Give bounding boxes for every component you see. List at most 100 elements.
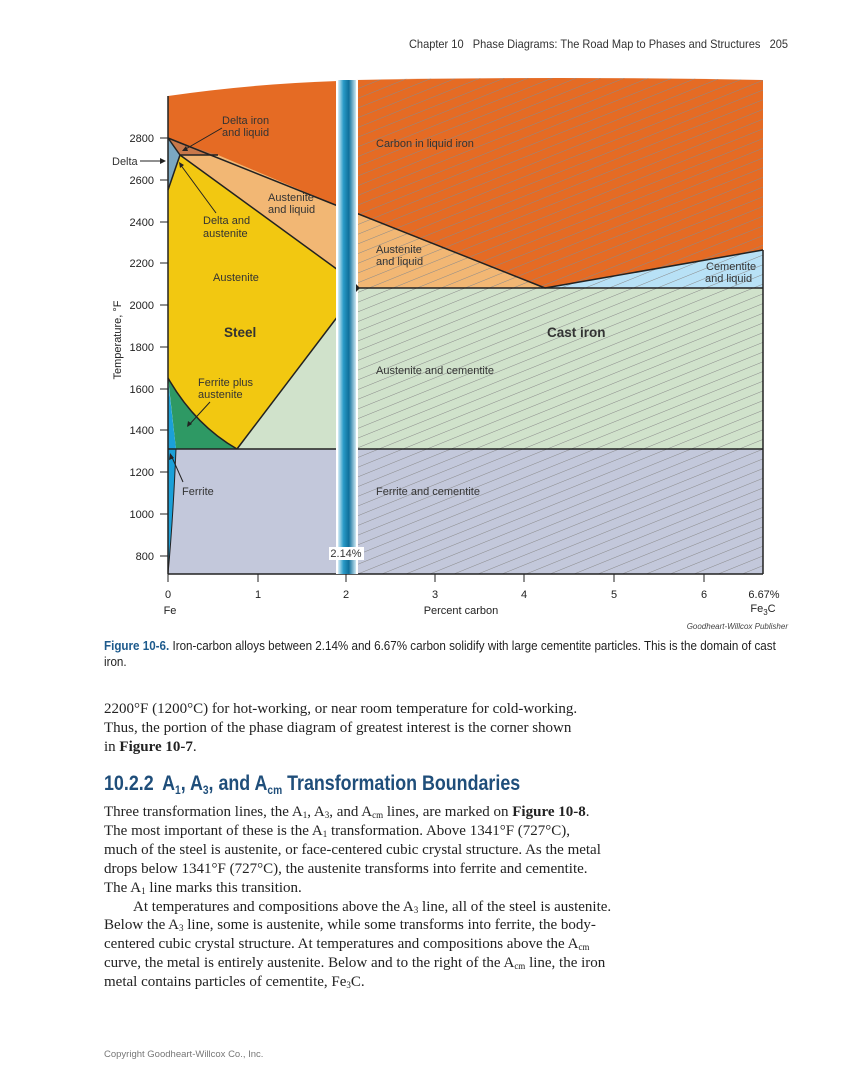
iron-carbon-phase-diagram: 2.14% 2800 2600 2400 2200 2000 1800 1600… <box>112 78 780 617</box>
text-run: , A <box>180 772 203 795</box>
text-run: , A <box>307 804 325 820</box>
text-line: in Figure 10-7. <box>104 738 577 757</box>
phase-boundaries <box>167 96 764 575</box>
body-paragraphs: Three transformation lines, the A1, A3, … <box>104 803 611 992</box>
label-cast-iron: Cast iron <box>547 325 606 340</box>
label-steel: Steel <box>224 325 256 340</box>
label-delta: Delta <box>112 156 139 168</box>
x-right-label: Fe3C <box>750 603 775 617</box>
text-run: transformation. Above 1341°F (727°C), <box>327 822 571 839</box>
figure-reference: Figure 10-7 <box>119 738 193 755</box>
eutectic-marker <box>356 284 360 292</box>
subscript: 1 <box>302 810 308 820</box>
region-ferrite-austenite <box>168 378 237 449</box>
subscript: 3 <box>413 904 419 915</box>
text-run: much of the steel is austenite, or face-… <box>104 841 601 858</box>
text-run: The A <box>104 879 142 896</box>
region-ferrite-cementite-left <box>168 449 338 574</box>
subscript: 1 <box>322 828 328 839</box>
y-tick: 2000 <box>130 300 154 312</box>
text-line: At temperatures and compositions above t… <box>104 898 611 917</box>
label-ferrite: Ferrite <box>182 486 214 498</box>
subscript: cm <box>514 961 526 972</box>
figure-credit: Goodheart-Willcox Publisher <box>686 622 788 631</box>
label-austenite-liquid-right: Austenite <box>376 244 422 256</box>
region-austenite <box>168 155 338 449</box>
label-austenite-liquid-right: and liquid <box>376 256 423 268</box>
text-run: curve, the metal is entirely austenite. … <box>104 955 515 972</box>
column-label: 2.14% <box>330 548 361 560</box>
text-run: lines, are marked on <box>383 804 513 820</box>
text-run: Thus, the portion of the phase diagram o… <box>104 719 572 736</box>
subscript: 3 <box>179 923 184 934</box>
cast-iron-hatching <box>356 78 763 574</box>
figure-reference: Figure 10-8 <box>512 804 586 820</box>
text-run: , and A <box>329 804 373 820</box>
text-line: curve, the metal is entirely austenite. … <box>104 954 611 973</box>
text-run: Three transformation lines, the A <box>104 804 303 820</box>
label-ferrite-austenite: austenite <box>198 389 243 401</box>
section-title: A1, A3, and Acm Transformation Boundarie… <box>162 772 521 797</box>
x-tick: 3 <box>432 589 438 601</box>
y-tick: 1000 <box>130 509 154 521</box>
chapter-title: Phase Diagrams: The Road Map to Phases a… <box>472 37 761 51</box>
label-ferrite-cementite: Ferrite and cementite <box>376 486 480 498</box>
subscript: 1 <box>141 885 146 896</box>
text-run: C. <box>350 974 365 991</box>
figure-caption: Figure 10-6. Iron-carbon alloys between … <box>104 638 792 670</box>
text-line: much of the steel is austenite, or face-… <box>104 841 611 860</box>
label-ferrite-austenite: Ferrite plus <box>198 377 254 389</box>
section-heading: 10.2.2 A1, A3, and Acm Transformation Bou… <box>104 772 520 796</box>
text-line: Below the A3 line, some is austenite, wh… <box>104 916 611 935</box>
subscript: 3 <box>324 810 330 820</box>
y-tick: 1600 <box>130 384 154 396</box>
caption-text: Iron-carbon alloys between 2.14% and 6.6… <box>104 639 776 669</box>
running-header: Chapter 10 Phase Diagrams: The Road Map t… <box>400 37 788 51</box>
text-line: 2200°F (1200°C) for hot-working, or near… <box>104 700 577 719</box>
y-tick: 2400 <box>130 217 154 229</box>
label-austenite-liquid: and liquid <box>268 204 315 216</box>
region-ferrite <box>168 380 176 574</box>
column-gradient <box>338 80 356 574</box>
text-run: Transformation Boundaries <box>282 772 521 795</box>
text-run: . <box>585 804 590 820</box>
text-line: centered cubic crystal structure. At tem… <box>104 935 611 954</box>
subscript: cm <box>372 810 384 820</box>
label-cementite-liquid: Cementite <box>706 261 756 273</box>
y-tick: 2200 <box>130 258 154 270</box>
label-carbon-liquid: Carbon in liquid iron <box>376 138 474 150</box>
label-delta-iron-liquid: Delta iron <box>222 115 269 127</box>
y-tick: 2600 <box>130 175 154 187</box>
text-line: drops below 1341°F (727°C), the austenit… <box>104 860 611 879</box>
text-run: line, the iron <box>525 955 606 972</box>
label-cementite-liquid: and liquid <box>705 273 752 285</box>
text-run: in <box>104 738 120 755</box>
subscript: cm <box>267 783 283 797</box>
text-run: 2200°F (1200°C) for hot-working, or near… <box>104 701 578 717</box>
label-delta-austenite: Delta and <box>203 215 250 227</box>
y-axis-label: Temperature, °F <box>112 300 124 379</box>
x-tick: 5 <box>611 589 617 601</box>
text-run: , and A <box>208 772 268 795</box>
chapter-label: Chapter 10 <box>408 37 464 51</box>
x-tick: 6.67% <box>748 589 779 601</box>
x-tick: 4 <box>521 589 527 601</box>
label-austenite-cementite: Austenite and cementite <box>376 365 494 377</box>
text-line: The A1 line marks this transition. <box>104 879 611 898</box>
text-run: The most important of these is the A <box>104 822 323 839</box>
arrow-heads <box>160 146 192 460</box>
x-left-label: Fe <box>164 605 177 617</box>
y-tick: 1200 <box>130 467 154 479</box>
y-tick: 1800 <box>130 342 154 354</box>
section-number: 10.2.2 <box>104 772 154 795</box>
text-line: Thus, the portion of the phase diagram o… <box>104 719 577 738</box>
intro-paragraph: 2200°F (1200°C) for hot-working, or near… <box>104 700 577 757</box>
label-arrows <box>140 127 223 483</box>
text-run: drops below 1341°F (727°C), the austenit… <box>104 860 588 877</box>
text-line: Three transformation lines, the A1, A3, … <box>104 803 611 822</box>
y-tick-labels: 2800 2600 2400 2200 2000 1800 1600 1400 … <box>130 133 154 563</box>
x-axis-label: Percent carbon <box>424 605 499 617</box>
text-run: line, some is austenite, while some tran… <box>183 917 596 934</box>
figure-label: Figure 10-6. <box>104 639 170 653</box>
